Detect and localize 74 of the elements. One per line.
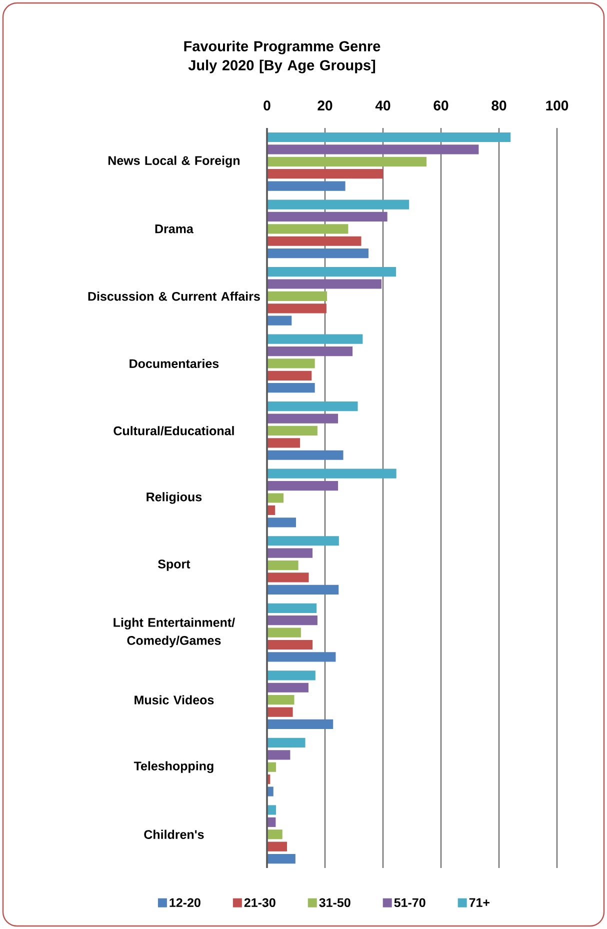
bar: [266, 572, 309, 582]
bar: [266, 603, 317, 613]
y-tick-label: Light Entertainment/ Comedy/Games: [114, 618, 235, 648]
bar: [266, 786, 274, 796]
bar: [266, 560, 298, 570]
bar: [266, 584, 339, 594]
bar: [266, 493, 284, 503]
bar: [266, 224, 348, 234]
bar: [266, 640, 313, 650]
bar: [266, 402, 358, 412]
y-tick-label: Children's: [144, 830, 204, 839]
bar: [266, 468, 396, 478]
y-tick-label: Sport: [158, 560, 190, 571]
x-tick-label: 0: [264, 100, 270, 110]
y-tick-label: Drama: [155, 224, 194, 234]
bar: [266, 304, 326, 314]
bar: [266, 707, 293, 717]
bar: [266, 370, 312, 380]
y-tick-label: News Local & Foreign: [108, 156, 240, 168]
legend-label: 31-50: [319, 898, 350, 908]
bar: [266, 738, 306, 748]
bar: [266, 854, 296, 864]
chart-title: Favourite Programme Genre July 2020 [By Age Groups]: [184, 40, 380, 74]
x-tick-label: 100: [546, 100, 568, 110]
legend-label: 21-30: [244, 898, 276, 908]
y-tick-label: Documentaries: [130, 358, 219, 368]
legend-label: 51-70: [394, 898, 426, 908]
bar: [266, 248, 368, 258]
bar: [266, 291, 328, 301]
bar: [266, 279, 382, 289]
bar: [266, 548, 313, 558]
bar: [266, 750, 290, 760]
x-tick-label: 80: [492, 100, 506, 110]
bar: [266, 346, 353, 356]
bar: [266, 719, 334, 730]
bar: [266, 536, 339, 546]
legend-label: 71+: [469, 898, 490, 907]
bar: [266, 383, 315, 393]
bar: [266, 236, 362, 246]
bar: [266, 682, 308, 692]
bar: [266, 169, 383, 179]
bar: [266, 181, 346, 191]
bar: [266, 670, 316, 680]
bar: [266, 414, 338, 424]
x-tick-label: 20: [318, 100, 332, 110]
bar: [266, 628, 301, 638]
bar: [266, 450, 344, 460]
bar: [266, 132, 511, 142]
bar: [266, 481, 338, 491]
bar: [266, 805, 276, 815]
bar: [266, 830, 282, 840]
bar: [266, 518, 296, 528]
bar: [266, 334, 363, 344]
y-tick-label: Religious: [146, 492, 202, 504]
y-tick-label: Teleshopping: [134, 761, 214, 773]
bar: [266, 316, 292, 326]
x-tick-label: 60: [434, 100, 448, 110]
y-tick-label: Discussion & Current Affairs: [88, 292, 260, 301]
bar: [266, 426, 318, 436]
bar: [266, 438, 300, 448]
bar: [266, 616, 318, 626]
bar: [266, 695, 294, 705]
x-tick-label: 40: [375, 100, 390, 110]
bar: [266, 358, 315, 368]
bar: [266, 842, 288, 852]
bar: [266, 200, 410, 210]
bar: [266, 212, 388, 222]
y-tick-label: Cultural/Educational: [114, 426, 234, 436]
bar: [266, 652, 336, 662]
y-tick-label: Music Videos: [134, 695, 214, 704]
bar: [266, 144, 479, 154]
bar: [266, 156, 426, 166]
bar: [266, 266, 396, 277]
legend-label: 12-20: [170, 898, 200, 908]
